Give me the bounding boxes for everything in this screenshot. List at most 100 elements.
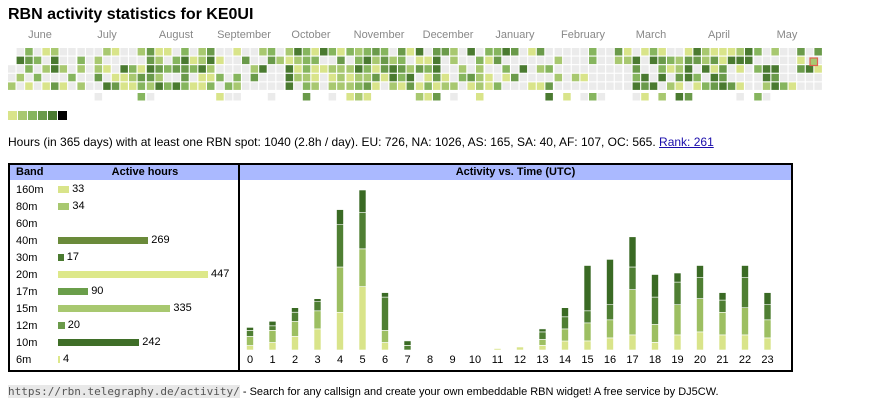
calendar-day-cell[interactable] bbox=[771, 56, 779, 65]
calendar-day-cell[interactable] bbox=[398, 48, 406, 56]
calendar-day-cell[interactable] bbox=[675, 56, 684, 65]
calendar-day-cell[interactable] bbox=[302, 65, 311, 73]
calendar-day-cell[interactable] bbox=[571, 73, 580, 82]
calendar-day-cell[interactable] bbox=[563, 48, 571, 56]
calendar-day-cell[interactable] bbox=[805, 82, 814, 90]
calendar-day-cell[interactable] bbox=[259, 73, 267, 82]
calendar-day-cell[interactable] bbox=[137, 93, 146, 101]
calendar-day-cell[interactable] bbox=[181, 48, 189, 56]
calendar-day-cell[interactable] bbox=[380, 73, 389, 82]
calendar-day-cell[interactable] bbox=[294, 65, 302, 73]
calendar-day-cell[interactable] bbox=[719, 48, 727, 56]
calendar-day-cell[interactable] bbox=[320, 82, 328, 90]
calendar-day-cell[interactable] bbox=[389, 48, 397, 56]
calendar-day-cell[interactable] bbox=[406, 56, 415, 65]
calendar-day-cell[interactable] bbox=[224, 82, 233, 90]
calendar-day-cell[interactable] bbox=[649, 73, 658, 82]
calendar-day-cell[interactable] bbox=[675, 65, 684, 73]
calendar-day-cell[interactable] bbox=[16, 65, 25, 73]
calendar-day-cell[interactable] bbox=[8, 65, 16, 73]
calendar-day-cell[interactable] bbox=[433, 65, 441, 73]
calendar-day-cell[interactable] bbox=[424, 65, 432, 73]
calendar-day-cell[interactable] bbox=[580, 73, 588, 82]
calendar-day-cell[interactable] bbox=[684, 65, 693, 73]
calendar-day-cell[interactable] bbox=[458, 73, 467, 82]
calendar-day-cell[interactable] bbox=[164, 73, 172, 82]
calendar-day-cell[interactable] bbox=[424, 93, 432, 101]
calendar-day-cell[interactable] bbox=[545, 65, 553, 73]
calendar-day-cell[interactable] bbox=[181, 82, 189, 90]
calendar-day-cell[interactable] bbox=[198, 73, 206, 82]
calendar-day-cell[interactable] bbox=[702, 82, 710, 90]
calendar-day-cell[interactable] bbox=[250, 65, 259, 73]
calendar-day-cell[interactable] bbox=[675, 93, 684, 101]
calendar-day-cell[interactable] bbox=[476, 48, 484, 56]
calendar-day-cell[interactable] bbox=[597, 73, 606, 82]
calendar-day-cell[interactable] bbox=[536, 65, 545, 73]
calendar-day-cell[interactable] bbox=[754, 56, 762, 65]
calendar-day-cell[interactable] bbox=[155, 82, 163, 90]
calendar-day-cell[interactable] bbox=[94, 73, 103, 82]
calendar-day-cell[interactable] bbox=[224, 48, 233, 56]
calendar-day-cell[interactable] bbox=[554, 65, 563, 73]
calendar-day-cell[interactable] bbox=[294, 56, 302, 65]
calendar-day-cell[interactable] bbox=[476, 93, 484, 101]
calendar-day-cell[interactable] bbox=[207, 56, 215, 65]
calendar-day-cell[interactable] bbox=[563, 82, 571, 90]
calendar-day-cell[interactable] bbox=[406, 48, 415, 56]
calendar-day-cell[interactable] bbox=[207, 82, 215, 90]
calendar-day-cell[interactable] bbox=[433, 73, 441, 82]
calendar-day-cell[interactable] bbox=[68, 73, 76, 82]
calendar-day-cell[interactable] bbox=[51, 56, 59, 65]
calendar-day-cell[interactable] bbox=[189, 56, 198, 65]
calendar-day-cell[interactable] bbox=[224, 73, 233, 82]
calendar-day-cell[interactable] bbox=[571, 65, 580, 73]
calendar-day-cell[interactable] bbox=[346, 82, 354, 90]
calendar-day-cell[interactable] bbox=[702, 65, 710, 73]
calendar-day-cell[interactable] bbox=[51, 73, 59, 82]
calendar-day-cell[interactable] bbox=[762, 65, 771, 73]
calendar-day-cell[interactable] bbox=[649, 48, 658, 56]
calendar-day-cell[interactable] bbox=[267, 73, 276, 82]
calendar-day-cell[interactable] bbox=[380, 48, 389, 56]
calendar-day-cell[interactable] bbox=[519, 56, 528, 65]
calendar-day-cell[interactable] bbox=[597, 56, 606, 65]
calendar-day-cell[interactable] bbox=[129, 56, 137, 65]
calendar-day-cell[interactable] bbox=[693, 48, 701, 56]
calendar-day-cell[interactable] bbox=[606, 65, 614, 73]
calendar-day-cell[interactable] bbox=[476, 56, 484, 65]
calendar-day-cell[interactable] bbox=[198, 65, 206, 73]
calendar-day-cell[interactable] bbox=[485, 48, 493, 56]
calendar-day-cell[interactable] bbox=[77, 56, 85, 65]
calendar-day-cell[interactable] bbox=[614, 48, 623, 56]
calendar-day-cell[interactable] bbox=[216, 73, 224, 82]
calendar-day-cell[interactable] bbox=[250, 56, 259, 65]
calendar-day-cell[interactable] bbox=[502, 56, 510, 65]
calendar-day-cell[interactable] bbox=[797, 56, 805, 65]
calendar-day-cell[interactable] bbox=[242, 82, 250, 90]
calendar-day-cell[interactable] bbox=[207, 48, 215, 56]
calendar-day-cell[interactable] bbox=[372, 82, 380, 90]
calendar-day-cell[interactable] bbox=[233, 56, 241, 65]
calendar-day-cell[interactable] bbox=[398, 73, 406, 82]
calendar-day-cell[interactable] bbox=[33, 82, 42, 90]
calendar-day-cell[interactable] bbox=[146, 48, 155, 56]
calendar-day-cell[interactable] bbox=[736, 93, 744, 101]
calendar-day-cell[interactable] bbox=[137, 56, 146, 65]
calendar-day-cell[interactable] bbox=[467, 82, 475, 90]
calendar-day-cell[interactable] bbox=[519, 65, 528, 73]
calendar-day-cell[interactable] bbox=[198, 56, 206, 65]
calendar-day-cell[interactable] bbox=[684, 82, 693, 90]
calendar-day-cell[interactable] bbox=[51, 65, 59, 73]
calendar-day-cell[interactable] bbox=[346, 48, 354, 56]
calendar-day-cell[interactable] bbox=[216, 93, 224, 101]
calendar-day-cell[interactable] bbox=[511, 82, 519, 90]
calendar-day-cell[interactable] bbox=[719, 65, 727, 73]
calendar-day-cell[interactable] bbox=[710, 73, 719, 82]
calendar-day-cell[interactable] bbox=[155, 48, 163, 56]
calendar-day-cell[interactable] bbox=[189, 48, 198, 56]
calendar-day-cell[interactable] bbox=[337, 65, 345, 73]
calendar-day-cell[interactable] bbox=[86, 73, 94, 82]
calendar-day-cell[interactable] bbox=[580, 48, 588, 56]
calendar-day-cell[interactable] bbox=[155, 73, 163, 82]
